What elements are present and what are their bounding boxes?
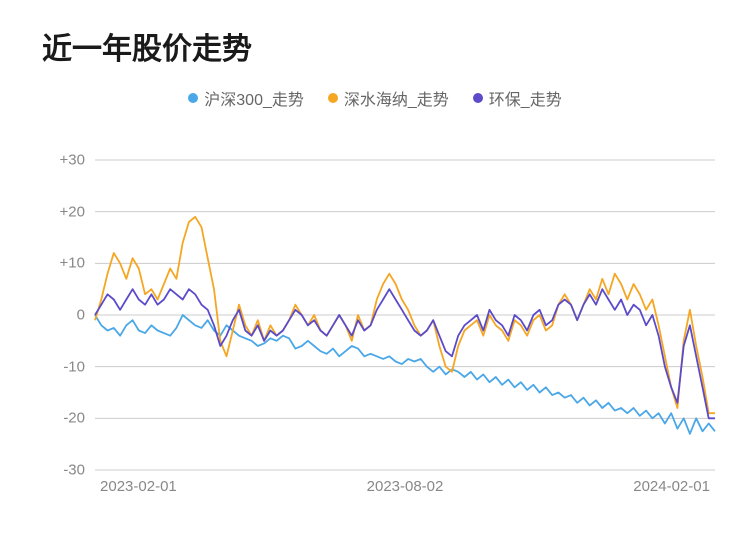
legend-dot-icon bbox=[188, 93, 198, 103]
series-group bbox=[95, 217, 715, 434]
legend-dot-icon bbox=[473, 93, 483, 103]
legend: 沪深300_走势 深水海纳_走势 环保_走势 bbox=[0, 86, 750, 110]
series-line bbox=[95, 289, 715, 418]
legend-label: 环保_走势 bbox=[489, 86, 562, 110]
y-tick-label: +20 bbox=[60, 203, 85, 220]
legend-label: 沪深300_走势 bbox=[204, 86, 304, 110]
y-tick-label: -10 bbox=[63, 358, 85, 375]
x-tick-label: 2023-02-01 bbox=[100, 478, 177, 495]
x-tick-label: 2024-02-01 bbox=[633, 478, 710, 495]
legend-dot-icon bbox=[328, 93, 338, 103]
y-tick-label: -30 bbox=[63, 462, 85, 479]
chart-plot-area bbox=[95, 160, 715, 470]
y-tick-label: 0 bbox=[77, 307, 85, 324]
series-line bbox=[95, 315, 715, 434]
chart-title: 近一年股价走势 bbox=[0, 0, 750, 68]
y-tick-label: +10 bbox=[60, 255, 85, 272]
legend-item: 沪深300_走势 bbox=[188, 86, 304, 110]
y-axis-labels: -30-20-100+10+20+30 bbox=[35, 160, 85, 470]
legend-label: 深水海纳_走势 bbox=[344, 86, 449, 110]
x-tick-label: 2023-08-02 bbox=[367, 478, 444, 495]
legend-item: 环保_走势 bbox=[473, 86, 562, 110]
y-tick-label: -20 bbox=[63, 410, 85, 427]
chart-svg bbox=[95, 160, 715, 470]
y-tick-label: +30 bbox=[60, 152, 85, 169]
legend-item: 深水海纳_走势 bbox=[328, 86, 449, 110]
